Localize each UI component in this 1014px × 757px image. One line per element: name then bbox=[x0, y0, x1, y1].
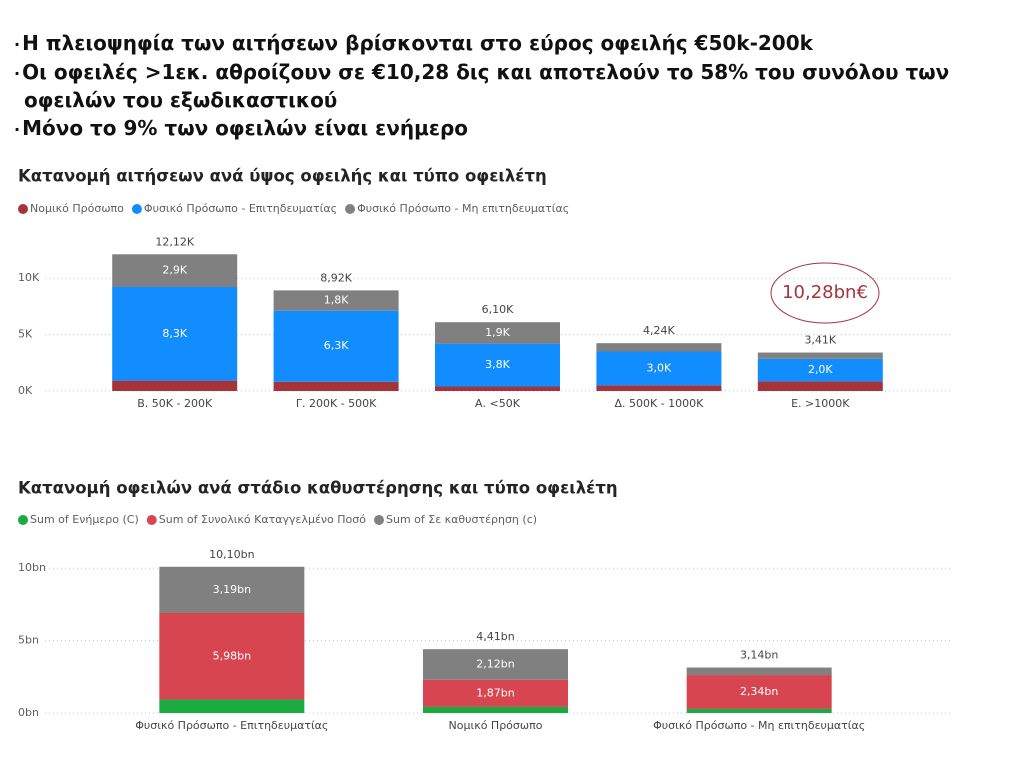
value-label: 2,34bn bbox=[740, 685, 778, 698]
legend-label: Sum of Συνολικό Καταγγελμένο Ποσό bbox=[159, 513, 366, 526]
value-label: 1,9K bbox=[485, 326, 510, 339]
legend-marker bbox=[131, 204, 142, 214]
x-tick-label: Νομικό Πρόσωπο bbox=[449, 719, 543, 732]
bar-segment bbox=[423, 706, 568, 713]
legend-label: Sum of Σε καθυστέρηση (c) bbox=[386, 513, 537, 526]
y-tick-label: 10bn bbox=[18, 561, 46, 574]
y-tick-label: 0bn bbox=[18, 706, 39, 719]
bar-segment bbox=[435, 386, 560, 391]
y-tick-label: 5K bbox=[18, 328, 33, 341]
chart-title: Κατανομή αιτήσεων ανά ύψος οφειλής και τ… bbox=[18, 167, 547, 186]
value-label: 1,87bn bbox=[476, 686, 514, 699]
bar-segment bbox=[273, 290, 399, 311]
bar-segment bbox=[596, 385, 722, 391]
value-label: 1,8K bbox=[324, 294, 349, 307]
x-tick-label: Α. <50K bbox=[475, 397, 521, 410]
bar-segment bbox=[423, 679, 568, 707]
bullet: Οι οφειλές >1εκ. αθροίζουν σε €10,28 δις… bbox=[14, 59, 974, 115]
legend-label: Νομικό Πρόσωπο bbox=[30, 202, 124, 215]
legend-label: Φυσικό Πρόσωπο - Μη επιτηδευματίας bbox=[357, 202, 569, 215]
bar-segment bbox=[159, 566, 305, 613]
bar-segment bbox=[273, 310, 399, 382]
annotation-ellipse bbox=[770, 262, 880, 324]
legend-marker bbox=[18, 515, 28, 525]
legend-marker bbox=[373, 515, 384, 525]
bar-segment bbox=[112, 254, 238, 287]
bullet: Η πλειοψηφία των αιτήσεων βρίσκονται στο… bbox=[14, 30, 974, 59]
legend-label: Sum of Ενήμερο (C) bbox=[30, 513, 139, 526]
bar-segment bbox=[757, 381, 883, 391]
bar-segment bbox=[112, 380, 238, 391]
x-tick-label: Γ. 200K - 500K bbox=[296, 397, 377, 410]
bar-segment bbox=[686, 708, 832, 713]
chart-title: Κατανομή οφειλών ανά στάδιο καθυστέρησης… bbox=[18, 479, 618, 498]
bar-segment bbox=[757, 352, 883, 359]
value-label: 2,0K bbox=[808, 363, 833, 376]
bullet: Μόνο το 9% των οφειλών είναι ενήμερο bbox=[14, 115, 974, 144]
value-label: 2,9K bbox=[162, 264, 187, 277]
bar-segment bbox=[686, 675, 832, 709]
total-label: 4,41bn bbox=[476, 630, 514, 643]
bar-segment bbox=[159, 699, 305, 713]
total-label: 8,92K bbox=[320, 271, 352, 284]
y-tick-label: 10K bbox=[18, 271, 40, 284]
y-tick-label: 0K bbox=[18, 384, 33, 397]
x-tick-label: Ε. >1000K bbox=[791, 397, 850, 410]
total-label: 10,10bn bbox=[209, 548, 254, 561]
bar-segment bbox=[435, 322, 560, 344]
value-label: 3,8K bbox=[485, 358, 510, 371]
x-tick-label: Φυσικό Πρόσωπο - Μη επιτηδευματίας bbox=[653, 719, 865, 732]
bullet-list: Η πλειοψηφία των αιτήσεων βρίσκονται στο… bbox=[14, 30, 974, 143]
x-tick-label: Δ. 500K - 1000K bbox=[614, 397, 704, 410]
x-tick-label: Φυσικό Πρόσωπο - Επιτηδευματίας bbox=[135, 719, 328, 732]
bar-segment bbox=[273, 381, 399, 391]
annotation: 10,28bn€ bbox=[782, 282, 868, 303]
legend-marker bbox=[146, 515, 157, 525]
bar-segment bbox=[686, 667, 832, 676]
value-label: 3,19bn bbox=[213, 583, 251, 596]
bar-segment bbox=[757, 358, 883, 382]
bar-segment bbox=[159, 612, 305, 700]
total-label: 12,12K bbox=[155, 235, 194, 248]
total-label: 3,41K bbox=[804, 334, 836, 347]
bar-segment bbox=[596, 351, 722, 386]
y-tick-label: 5bn bbox=[18, 634, 39, 647]
bar-segment bbox=[112, 286, 238, 381]
value-label: 8,3K bbox=[162, 327, 187, 340]
total-label: 4,24K bbox=[643, 324, 675, 337]
legend-marker bbox=[18, 204, 28, 214]
legend-marker bbox=[345, 204, 356, 214]
bar-segment bbox=[435, 343, 560, 387]
total-label: 6,10K bbox=[482, 303, 514, 316]
x-tick-label: Β. 50K - 200K bbox=[137, 397, 213, 410]
bar-segment bbox=[596, 343, 722, 352]
value-label: 2,12bn bbox=[476, 658, 514, 671]
legend-label: Φυσικό Πρόσωπο - Επιτηδευματίας bbox=[144, 202, 337, 215]
total-label: 3,14bn bbox=[740, 649, 778, 662]
value-label: 6,3K bbox=[324, 339, 349, 352]
value-label: 3,0K bbox=[647, 361, 672, 374]
bar-segment bbox=[423, 649, 568, 680]
value-label: 5,98bn bbox=[213, 649, 251, 662]
